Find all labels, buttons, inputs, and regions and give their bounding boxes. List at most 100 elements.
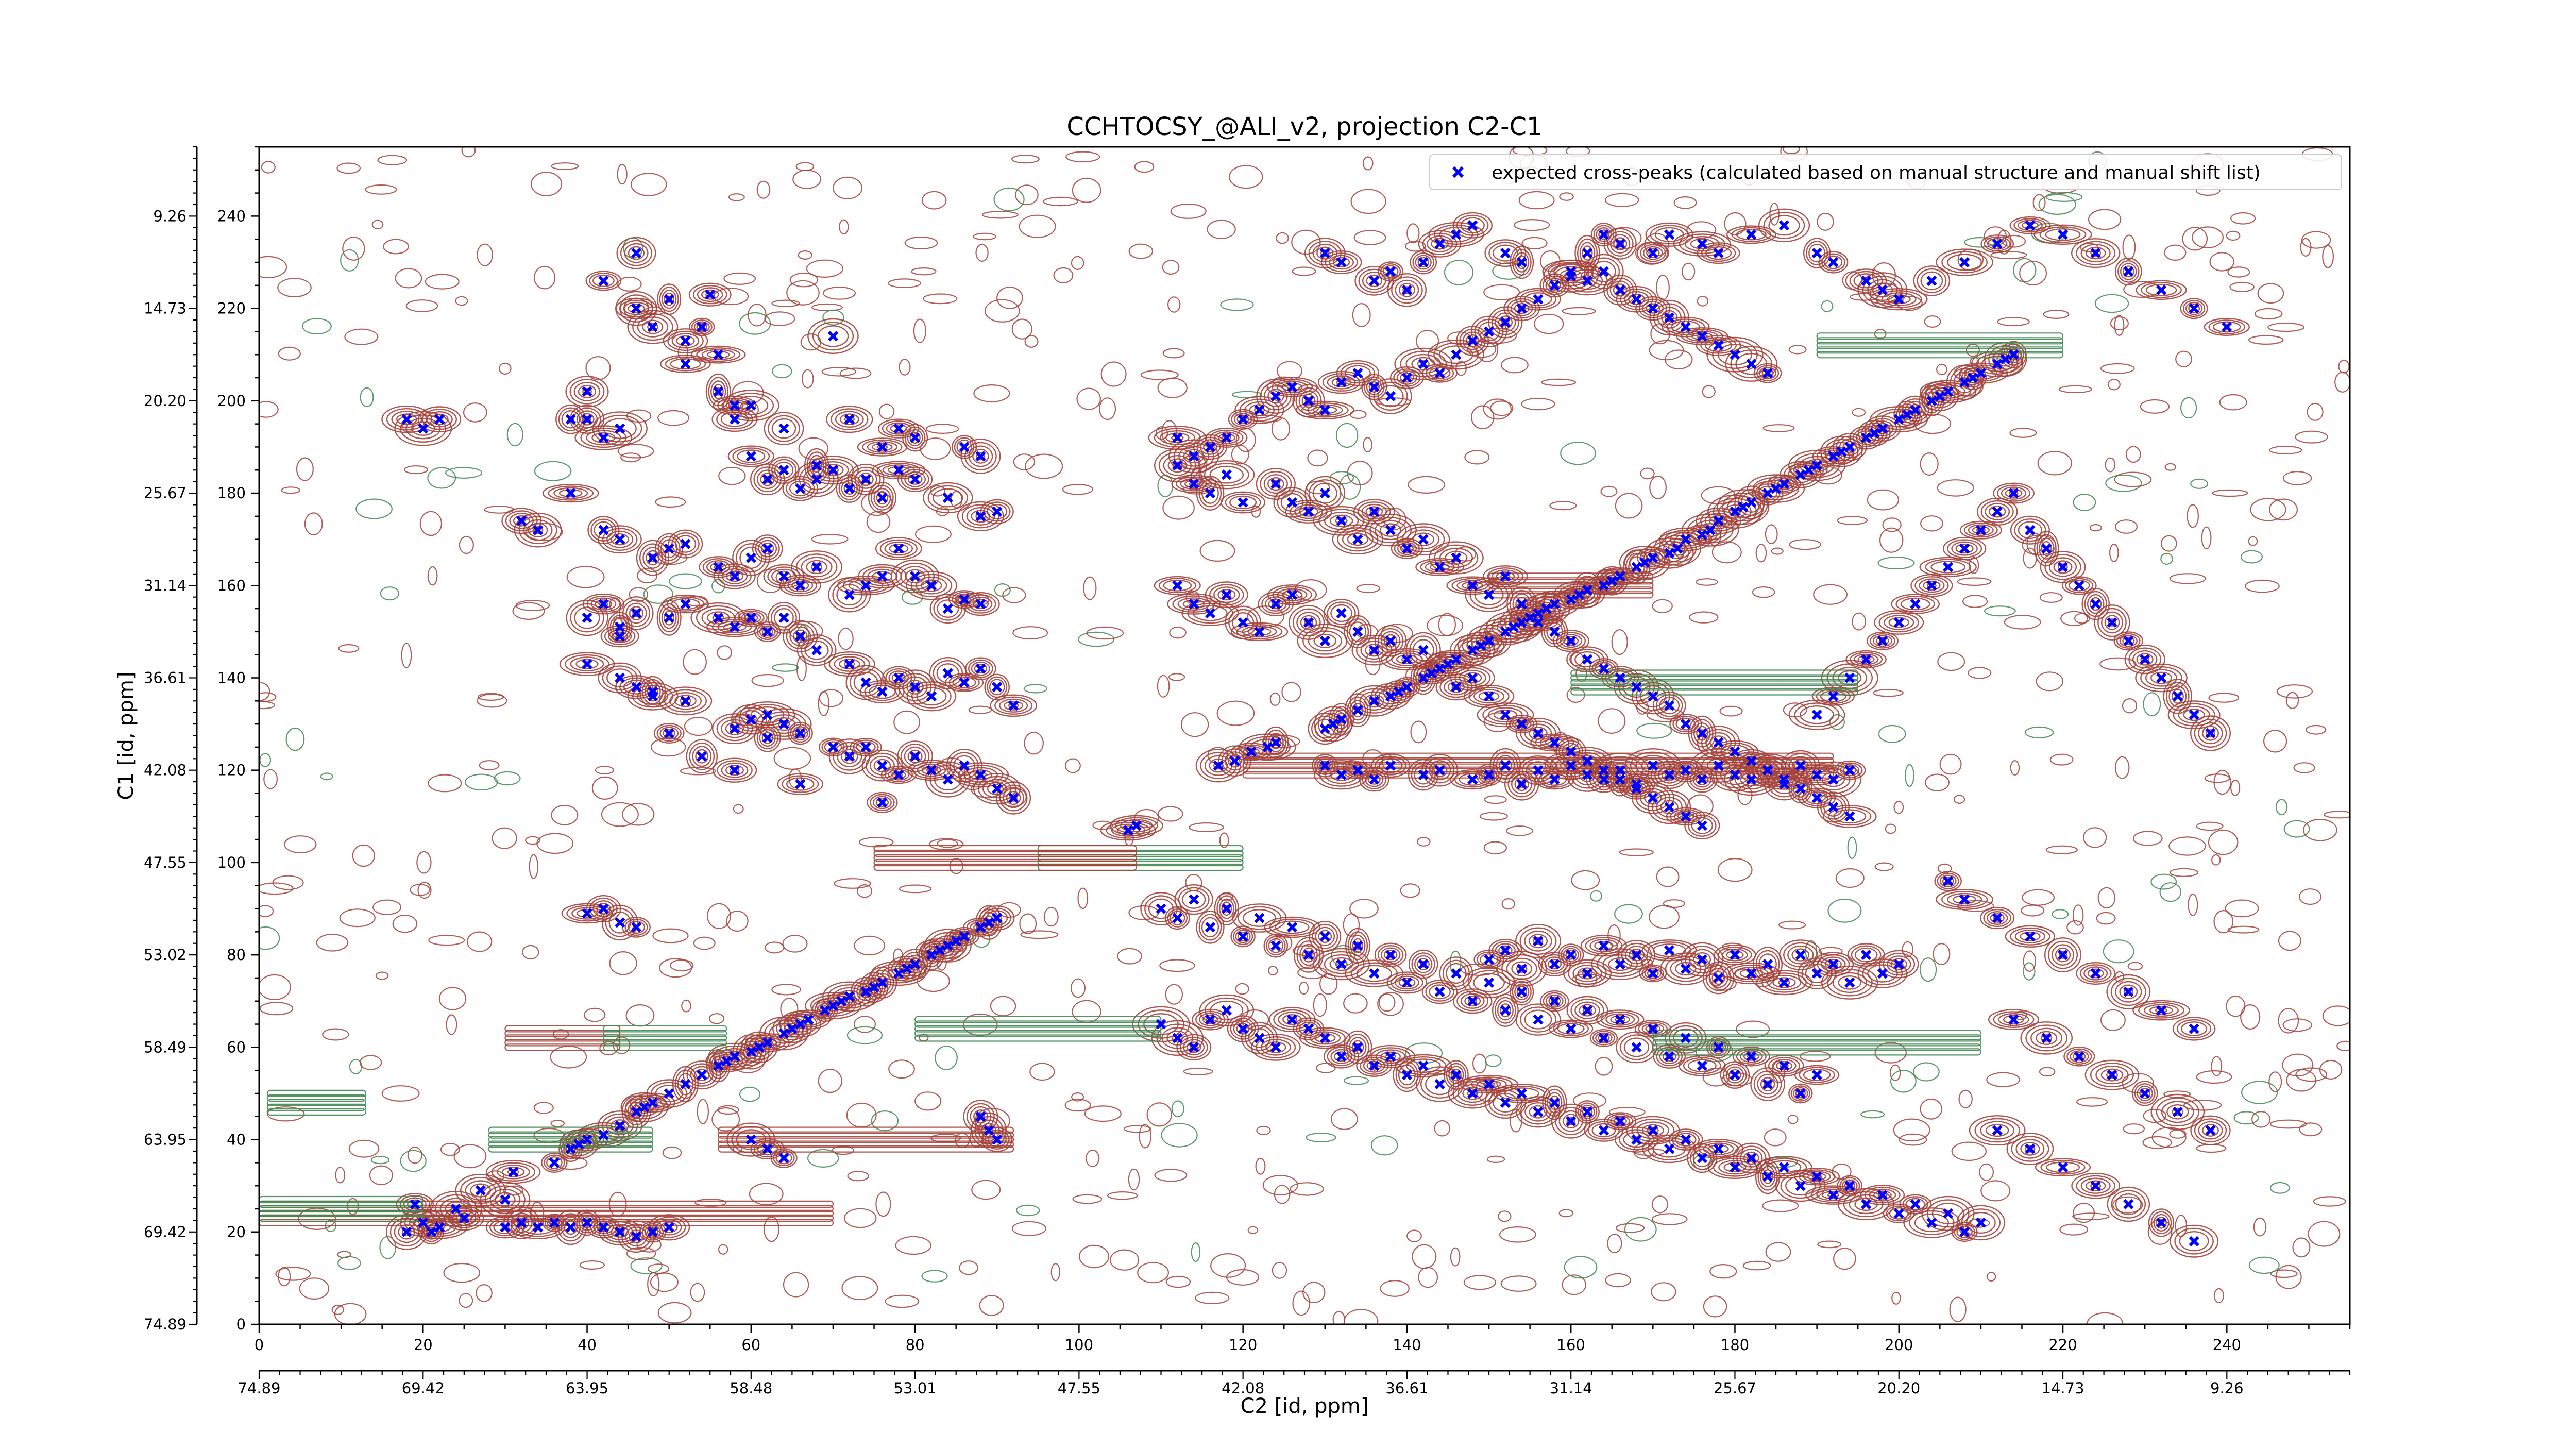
peak-contour (629, 606, 644, 620)
peak-contour (1170, 911, 1185, 925)
noise-contour (1417, 837, 1431, 847)
noise-contour (647, 1263, 670, 1274)
cross-peak-marker (2189, 710, 2199, 720)
peak-contour (1606, 231, 1634, 257)
noise-contour (626, 409, 652, 423)
cross-peak-marker (2156, 1217, 2167, 1228)
cross-peak-marker (1172, 432, 1183, 443)
streak-contour (1570, 683, 1859, 691)
cross-peak-marker (1319, 760, 1330, 771)
cross-peak-marker (1828, 451, 1839, 462)
cross-peak-marker (1959, 257, 1970, 268)
peak-contour (2039, 226, 2087, 243)
peak-contour (1800, 705, 1835, 724)
cross-peak-marker (1746, 755, 1757, 766)
cross-peak-marker (762, 543, 773, 554)
cross-peak-marker (1648, 760, 1658, 771)
peak-contour (2166, 1104, 2189, 1120)
peak-contour (1391, 276, 1423, 304)
noise-contour (1362, 156, 1374, 171)
peak-contour (1563, 1114, 1580, 1128)
cross-peak-marker (1303, 395, 1314, 406)
peak-contour (1750, 1067, 1785, 1101)
x-ppm-tick-label: 69.42 (402, 1379, 445, 1397)
cross-peak-marker (1844, 811, 1855, 822)
peak-contour (888, 769, 910, 781)
cross-peak-marker (1483, 691, 1495, 702)
streak-contour (1570, 674, 1859, 682)
peak-contour (1554, 266, 1588, 287)
cross-peak-marker (1566, 746, 1577, 757)
peak-contour (998, 698, 1028, 713)
noise-contour (717, 645, 733, 660)
peak-contour (1849, 271, 1883, 291)
peak-contour (902, 951, 928, 977)
cross-peak-marker (1910, 1199, 1921, 1210)
noise-contour (1686, 221, 1717, 239)
peak-contour (2190, 1115, 2231, 1145)
noise-contour (1086, 626, 1124, 640)
peak-contour (1260, 1039, 1291, 1056)
noise-contour (1268, 966, 1278, 976)
noise-contour (2190, 478, 2209, 489)
peak-contour (652, 1217, 686, 1238)
cross-peak-marker (1811, 247, 1822, 259)
peak-contour (1501, 954, 1543, 983)
noise-contour (1319, 973, 1338, 995)
cross-peak-marker (2074, 580, 2084, 591)
peak-contour (2170, 1224, 2219, 1258)
noise-contour (1984, 605, 2016, 617)
peak-contour (602, 665, 638, 690)
cross-peak-marker (1156, 1019, 1166, 1030)
cross-peak-marker (959, 760, 970, 771)
noise-contour (683, 649, 707, 675)
streak-contour (1816, 332, 2064, 340)
noise-contour (937, 839, 958, 848)
noise-contour (1083, 576, 1097, 600)
peak-contour (1985, 503, 2010, 520)
peak-contour (2113, 631, 2144, 651)
peak-contour (2165, 682, 2190, 711)
peak-contour (884, 767, 913, 782)
peak-contour (1807, 1172, 1827, 1181)
cross-peak-marker (680, 335, 691, 346)
noise-contour (749, 1183, 784, 1205)
cross-peak-marker (1516, 598, 1527, 610)
peak-contour (1398, 681, 1415, 694)
cross-peak-marker (1844, 765, 1855, 776)
noise-contour (921, 1270, 948, 1283)
cross-peak-marker (1992, 913, 2003, 923)
peak-contour (758, 540, 777, 558)
noise-contour (1997, 317, 2030, 327)
noise-contour (477, 693, 504, 701)
cross-peak-marker (1828, 691, 1839, 702)
peak-contour (1132, 1006, 1190, 1042)
cross-peak-marker (1434, 663, 1445, 674)
cross-peak-marker (434, 414, 445, 425)
cross-peak-marker (778, 423, 789, 434)
cross-peak-marker (1516, 718, 1527, 730)
peak-contour (1605, 1013, 1635, 1026)
noise-contour (1874, 862, 1894, 871)
peak-contour (1869, 633, 1895, 649)
peak-contour (2153, 1214, 2170, 1232)
peak-contour (1190, 1044, 1198, 1051)
noise-contour (1011, 155, 1040, 164)
peak-contour (2116, 633, 2141, 649)
peak-contour (1282, 590, 1303, 599)
noise-contour (2248, 335, 2284, 345)
noise-contour (1463, 1275, 1496, 1290)
peak-contour (630, 1092, 676, 1113)
cross-peak-marker (1254, 1033, 1265, 1043)
noise-contour (2336, 1040, 2350, 1051)
peak-contour (1340, 362, 1376, 384)
cross-peak-marker (2025, 1143, 2036, 1154)
peak-contour (1604, 1112, 1637, 1131)
peak-contour (1511, 961, 1533, 976)
peak-contour (1597, 951, 1643, 978)
cross-peak-marker (729, 621, 740, 633)
cross-peak-marker (1336, 257, 1347, 268)
legend-marker (1452, 166, 1464, 178)
noise-contour (2032, 194, 2046, 212)
peak-contour (632, 1233, 641, 1240)
